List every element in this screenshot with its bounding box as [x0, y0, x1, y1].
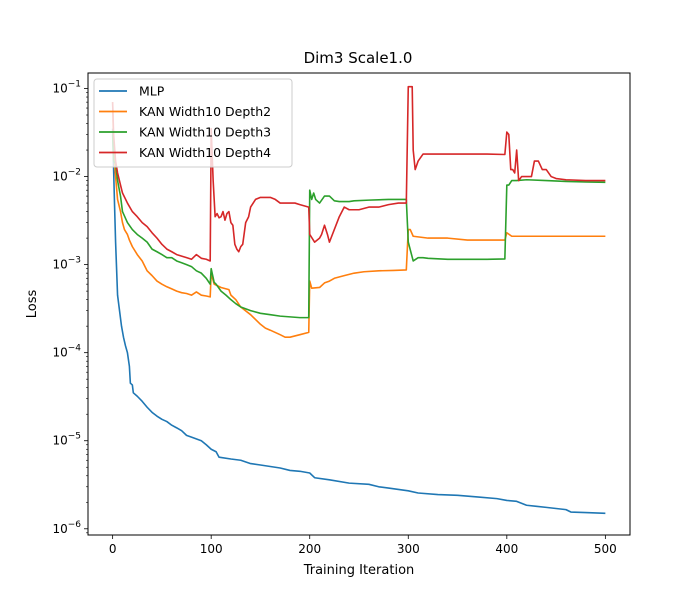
- axes-frame: [87, 72, 631, 536]
- x-tick-label: 100: [200, 542, 223, 556]
- y-tick-label: 10−4: [52, 344, 81, 360]
- plot-area: 0 100 200 300 400 500 10−610−510−410−310−210−…: [52, 72, 631, 556]
- legend: MLP KAN Width10 Depth2 KAN Width10 Depth3 K…: [93, 78, 293, 168]
- series-layer: [111, 85, 606, 515]
- x-axis: 0 100 200 300 400 500: [109, 535, 617, 556]
- y-axis: 10−6 10−5 10−4 10−3 10−2 10−1: [52, 80, 88, 536]
- legend-label-0: MLP: [139, 84, 165, 99]
- y-tick-label: 10−3: [52, 256, 81, 272]
- chart-title: Dim3 Scale1.0: [304, 49, 413, 67]
- series-line-3: [111, 85, 606, 262]
- y-axis-label: Loss: [25, 290, 40, 319]
- x-tick-label: 200: [298, 542, 321, 556]
- series-line-0: [111, 128, 606, 515]
- legend-label-3: KAN Width10 Depth4: [139, 145, 271, 160]
- y-tick-label: 10−5: [52, 432, 81, 448]
- series-line-2: [111, 134, 606, 319]
- legend-box: [93, 78, 293, 168]
- legend-label-1: KAN Width10 Depth2: [139, 104, 271, 119]
- x-tick-label: 400: [495, 542, 518, 556]
- y-tick-label: 10−1: [52, 80, 81, 96]
- x-tick-label: 0: [109, 542, 117, 556]
- x-axis-label: Training Iteration: [303, 563, 415, 578]
- y-tick-label: 10−6: [52, 520, 81, 536]
- y-tick-label: 10−2: [52, 168, 81, 184]
- legend-label-2: KAN Width10 Depth3: [139, 125, 271, 140]
- x-tick-label: 500: [594, 542, 617, 556]
- x-tick-label: 300: [397, 542, 420, 556]
- series-line-1: [111, 102, 606, 338]
